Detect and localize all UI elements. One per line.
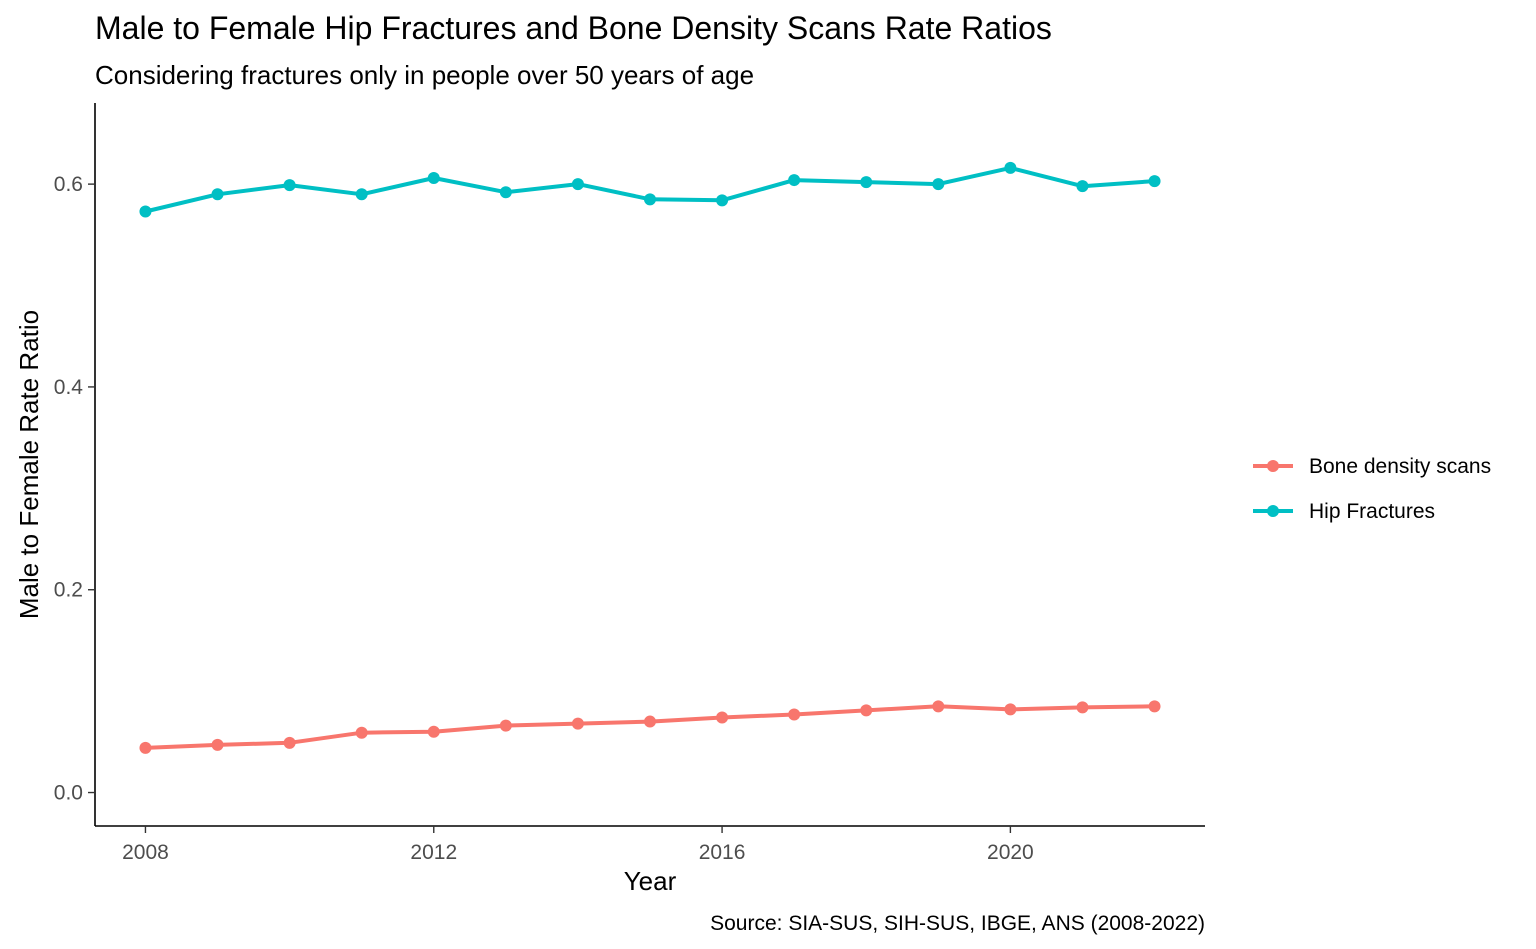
data-point-bone-density-scans — [283, 736, 296, 749]
data-point-bone-density-scans — [499, 719, 512, 732]
legend-label: Hip Fractures — [1309, 500, 1435, 523]
legend-item-bone-density-scans: Bone density scans — [1253, 455, 1491, 478]
data-point-hip-fractures — [860, 176, 873, 189]
chart-subtitle: Considering fractures only in people ove… — [95, 60, 755, 90]
data-point-bone-density-scans — [788, 708, 801, 721]
y-axis-title: Male to Female Rate Ratio — [14, 310, 44, 619]
legend-key-point — [1267, 505, 1279, 517]
data-point-hip-fractures — [499, 186, 512, 199]
data-point-hip-fractures — [211, 188, 224, 201]
data-point-hip-fractures — [427, 172, 440, 185]
data-point-bone-density-scans — [427, 725, 440, 738]
data-point-bone-density-scans — [1076, 701, 1089, 714]
x-tick-label: 2016 — [699, 841, 746, 864]
data-point-bone-density-scans — [932, 700, 945, 713]
series-layer — [139, 161, 1161, 754]
y-tick-label: 0.6 — [54, 173, 83, 196]
data-point-hip-fractures — [788, 174, 801, 187]
data-point-hip-fractures — [571, 178, 584, 191]
y-tick-label: 0.4 — [54, 376, 84, 399]
data-point-bone-density-scans — [860, 704, 873, 717]
x-tick-label: 2020 — [987, 841, 1034, 864]
data-point-hip-fractures — [355, 188, 368, 201]
data-point-hip-fractures — [1148, 175, 1161, 188]
data-point-hip-fractures — [283, 179, 296, 192]
data-point-hip-fractures — [1004, 161, 1017, 174]
x-tick-label: 2012 — [410, 841, 457, 864]
data-point-bone-density-scans — [139, 741, 152, 754]
x-axis-ticks: 2008 2012 2016 2020 — [122, 826, 1034, 864]
legend: Bone density scans Hip Fractures — [1253, 455, 1491, 523]
data-point-bone-density-scans — [644, 715, 656, 728]
data-point-bone-density-scans — [716, 711, 729, 724]
data-point-hip-fractures — [139, 205, 152, 218]
y-tick-label: 0.2 — [54, 579, 83, 602]
data-point-hip-fractures — [716, 194, 729, 207]
x-axis-title: Year — [624, 866, 677, 896]
data-point-bone-density-scans — [355, 726, 368, 739]
data-point-bone-density-scans — [571, 717, 584, 730]
data-point-hip-fractures — [932, 178, 945, 191]
chart-caption: Source: SIA-SUS, SIH-SUS, IBGE, ANS (200… — [710, 912, 1205, 935]
y-tick-label: 0.0 — [54, 782, 83, 805]
x-tick-label: 2008 — [122, 841, 169, 864]
legend-label: Bone density scans — [1309, 455, 1491, 478]
chart-title: Male to Female Hip Fractures and Bone De… — [95, 10, 1052, 46]
axes — [94, 103, 1205, 827]
legend-item-hip-fractures: Hip Fractures — [1253, 500, 1435, 523]
data-point-bone-density-scans — [211, 738, 224, 751]
data-point-bone-density-scans — [1148, 700, 1161, 713]
data-point-bone-density-scans — [1004, 703, 1017, 716]
legend-key-point — [1267, 460, 1279, 472]
data-point-hip-fractures — [644, 193, 656, 206]
data-point-hip-fractures — [1076, 180, 1089, 193]
y-axis-ticks: 0.0 0.2 0.4 0.6 — [54, 173, 95, 805]
